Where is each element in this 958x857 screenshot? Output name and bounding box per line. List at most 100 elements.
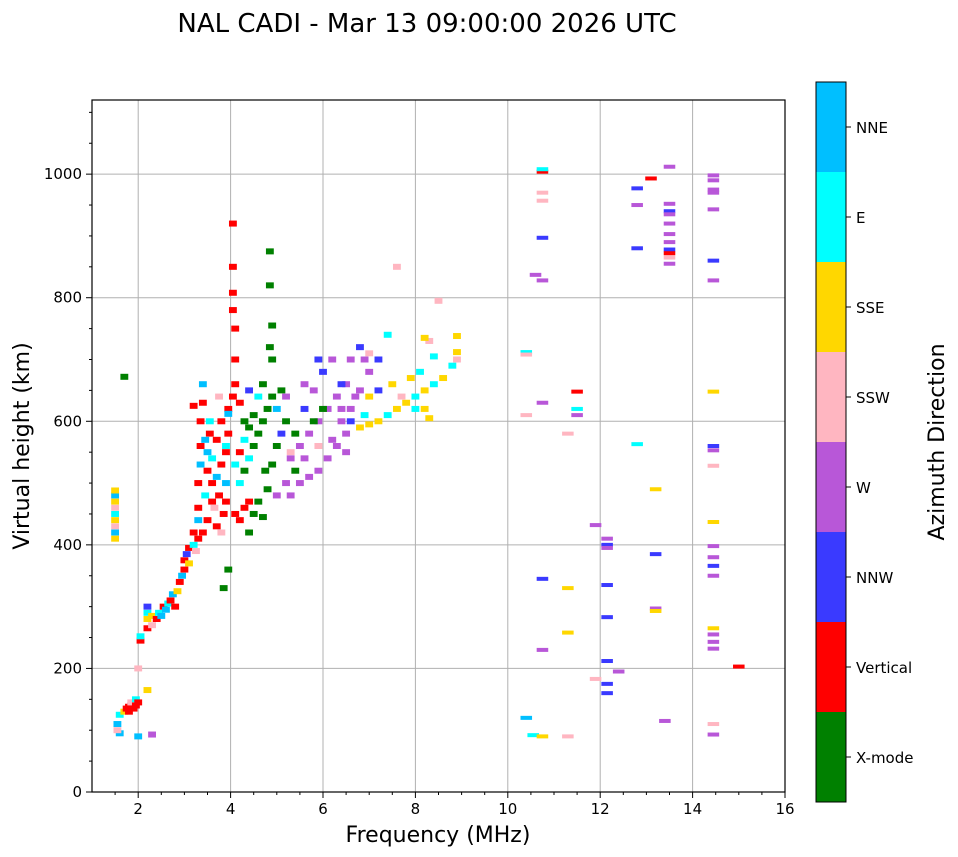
x-tick-label: 16 [775, 800, 794, 818]
colorbar-tick-label: NNE [856, 119, 888, 137]
plot-frame [91, 99, 786, 793]
data-point [406, 375, 415, 382]
data-point [143, 616, 152, 622]
data-point [208, 455, 217, 462]
data-point [707, 258, 720, 263]
data-point [125, 708, 133, 715]
data-point [215, 492, 223, 499]
data-point [571, 389, 583, 394]
data-point [663, 261, 676, 266]
data-point [707, 519, 720, 524]
data-point [185, 560, 193, 567]
data-point [529, 272, 542, 277]
data-point [277, 430, 286, 437]
data-point [231, 461, 240, 468]
data-point [707, 626, 720, 631]
data-point [342, 449, 351, 456]
data-point [228, 307, 237, 314]
data-point [178, 572, 187, 579]
x-tick-label: 8 [411, 800, 421, 818]
data-point [222, 443, 230, 449]
data-point [356, 387, 364, 394]
data-point [272, 443, 281, 449]
data-point [245, 455, 254, 462]
data-point [148, 622, 156, 629]
data-point [240, 504, 249, 511]
data-point [240, 436, 249, 443]
data-point [562, 630, 574, 635]
data-point [208, 480, 217, 487]
colorbar-label: Azimuth Direction [925, 343, 950, 540]
data-point [536, 576, 549, 581]
data-point [434, 297, 443, 304]
data-point [319, 368, 327, 375]
data-point [388, 381, 397, 388]
data-point [265, 248, 274, 255]
data-point [612, 669, 625, 674]
data-point [663, 240, 676, 245]
data-point [261, 467, 270, 474]
data-point [601, 542, 613, 547]
data-point [171, 603, 180, 610]
data-point [143, 603, 152, 610]
data-point [365, 350, 374, 357]
grid-lines [92, 100, 785, 792]
x-tick-label: 2 [133, 800, 143, 818]
data-point [127, 699, 136, 706]
colorbar-swatch-w [816, 442, 846, 532]
data-point [707, 563, 720, 568]
data-point [161, 606, 170, 613]
data-point [707, 389, 720, 394]
data-point [159, 603, 168, 610]
data-point [439, 375, 448, 382]
data-point [536, 400, 549, 405]
data-point [249, 412, 258, 419]
data-point [707, 190, 720, 195]
data-point [254, 498, 263, 505]
data-point [115, 711, 124, 718]
data-point [115, 730, 124, 737]
chart-title: NAL CADI - Mar 13 09:00:00 2026 UTC [177, 9, 676, 39]
y-tick-label: 600 [53, 412, 82, 430]
data-point [420, 387, 429, 394]
data-point [707, 732, 720, 737]
data-point [360, 412, 369, 419]
data-point [259, 381, 267, 388]
data-point [589, 676, 602, 681]
data-point [663, 221, 676, 226]
data-point [309, 418, 318, 425]
data-point [300, 405, 309, 412]
data-point [663, 232, 676, 237]
data-point [733, 664, 745, 669]
data-point [337, 405, 346, 412]
data-point [601, 681, 613, 686]
data-point [571, 406, 583, 411]
data-point [562, 586, 574, 591]
data-point [240, 418, 249, 425]
data-point [309, 387, 318, 394]
data-point [562, 734, 574, 739]
data-point [411, 393, 420, 400]
data-point [402, 399, 411, 406]
data-point [332, 393, 341, 400]
data-point [536, 647, 549, 652]
data-point [185, 544, 193, 551]
colorbar-swatch-nnw [816, 532, 846, 622]
data-point [663, 251, 676, 256]
data-point [356, 344, 364, 351]
data-point [707, 448, 720, 453]
x-tick-label: 6 [318, 800, 328, 818]
data-point [663, 201, 676, 206]
data-point [707, 178, 720, 183]
data-point [127, 702, 136, 709]
data-point [194, 504, 203, 511]
data-point [166, 597, 175, 604]
data-point [198, 381, 207, 388]
data-point [249, 510, 258, 517]
data-point [131, 702, 140, 709]
data-point [411, 405, 420, 412]
x-tick-label: 12 [591, 800, 610, 818]
x-tick-label: 4 [226, 800, 236, 818]
data-point [601, 615, 613, 620]
data-point [189, 529, 198, 536]
